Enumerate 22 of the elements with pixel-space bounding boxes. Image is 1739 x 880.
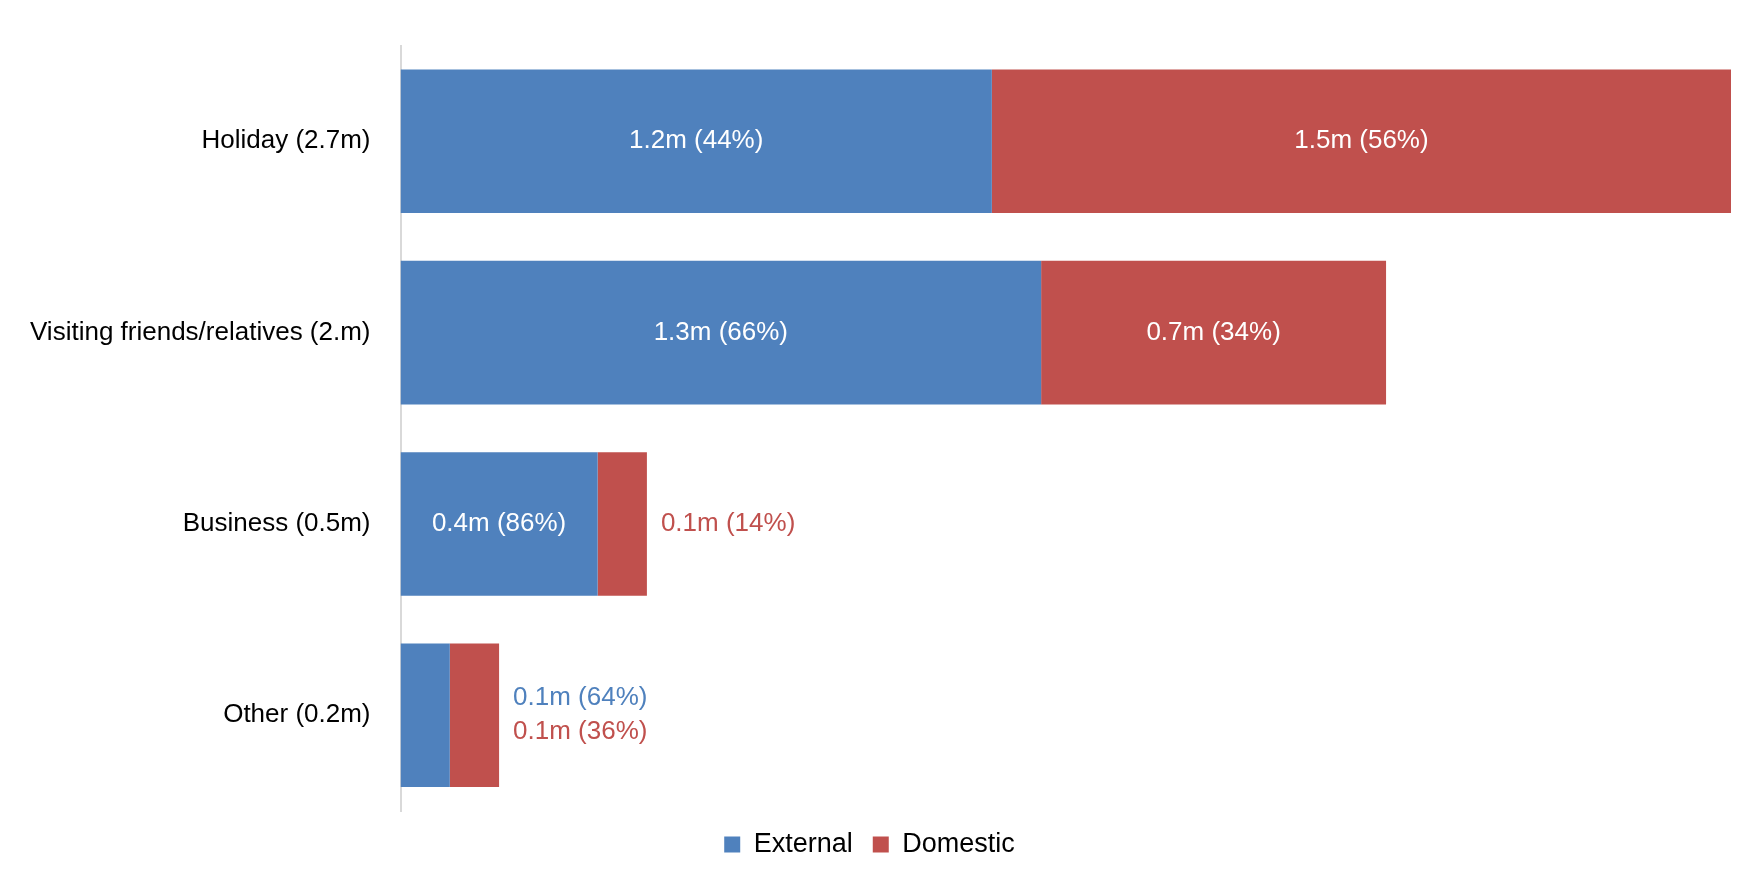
y-tick-label: Business (0.5m)	[182, 507, 371, 538]
legend-label: External	[753, 827, 853, 858]
data-label: 1.5m (56%)	[1294, 124, 1429, 155]
data-label: 0.7m (34%)	[1146, 315, 1281, 346]
bar	[400, 643, 450, 788]
y-tick-label: Visiting friends/relatives (2.m)	[30, 315, 371, 346]
y-tick-label: Holiday (2.7m)	[201, 124, 371, 155]
bar	[400, 260, 1042, 405]
data-label: 0.4m (86%)	[431, 507, 567, 538]
bar	[597, 452, 647, 596]
data-label: 0.1m (36%)	[513, 715, 648, 746]
bar	[991, 69, 1731, 214]
data-label: 0.1m (64%)	[513, 681, 648, 712]
bar	[400, 69, 992, 214]
data-label: 1.2m (44%)	[628, 124, 764, 155]
y-tick-label: Other (0.2m)	[223, 698, 371, 729]
legend-label: Domestic	[902, 827, 1015, 858]
bar	[1041, 260, 1387, 405]
bar	[400, 452, 598, 596]
data-label: 1.3m (66%)	[653, 315, 789, 346]
data-label: 0.1m (14%)	[660, 507, 796, 538]
bar	[449, 643, 500, 788]
